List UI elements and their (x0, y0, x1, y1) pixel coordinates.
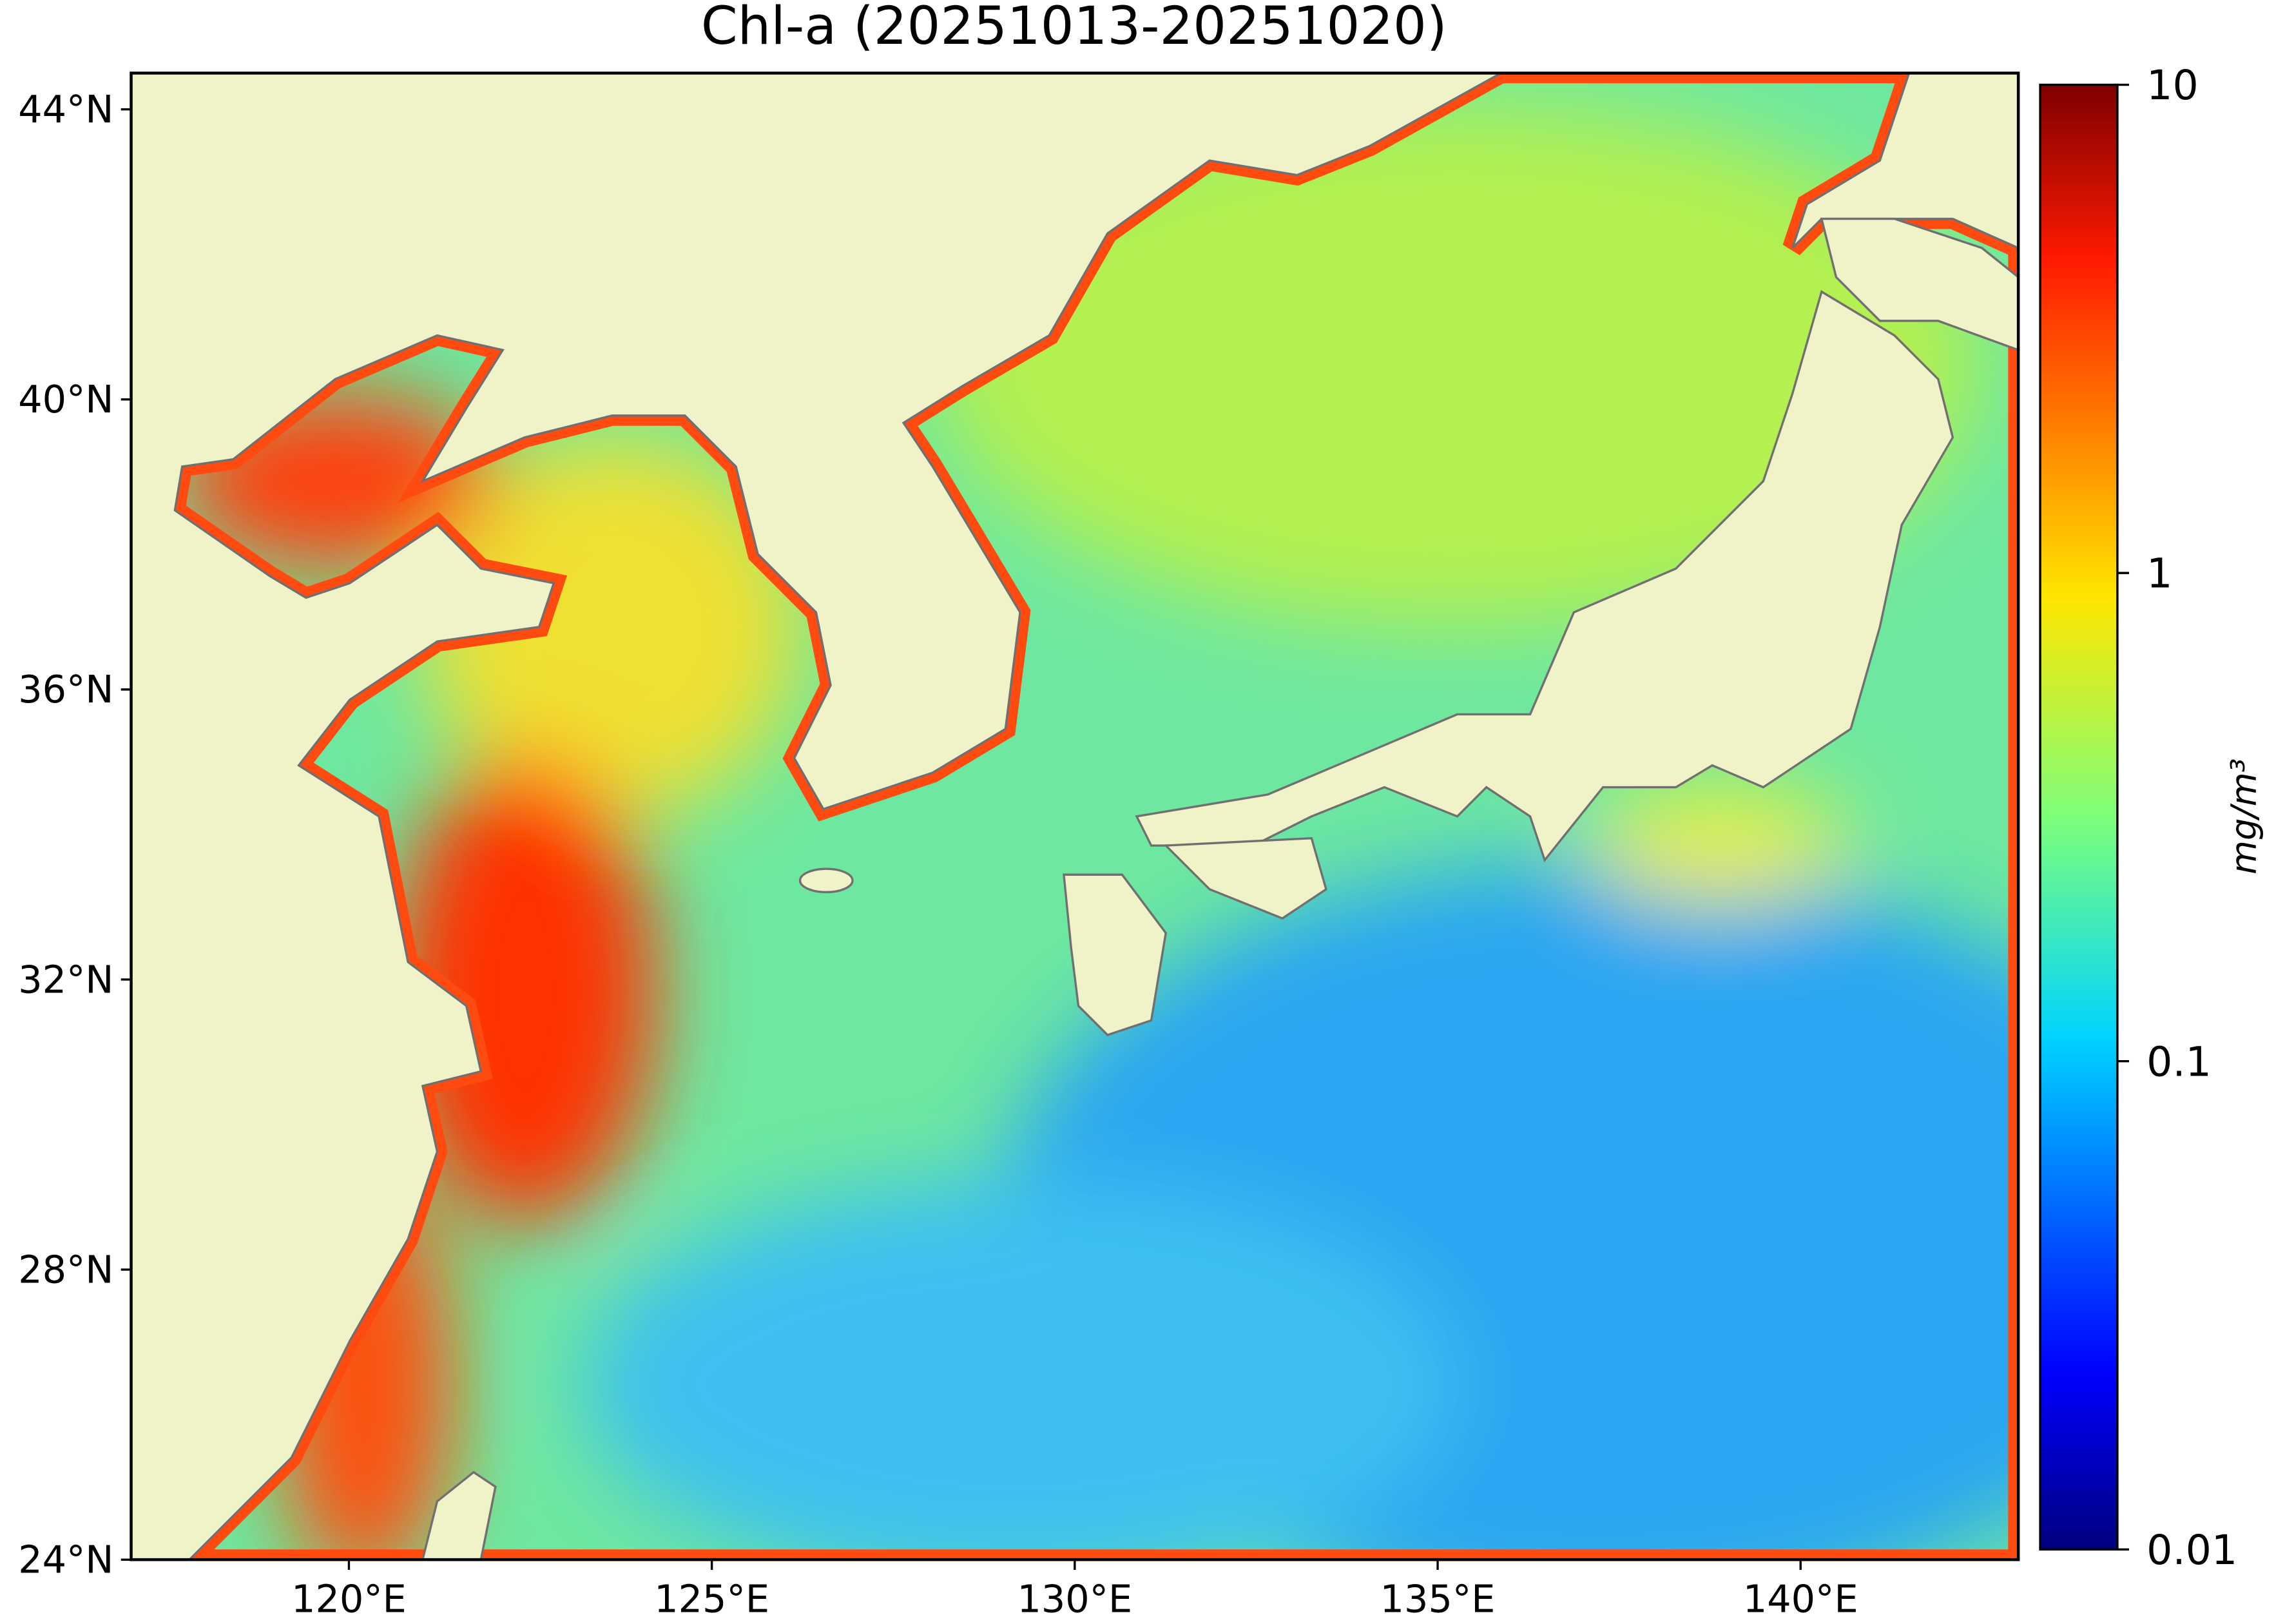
mid-chl (932, 102, 1982, 627)
y-tick-label: 44°N (18, 87, 113, 131)
colorbar (2039, 83, 2119, 1551)
colorbar-tick-label: 10 (2146, 61, 2199, 109)
x-tick-label: 120°E (291, 1577, 407, 1621)
x-tick-label: 135°E (1380, 1577, 1496, 1621)
colorbar-tick-label: 0.01 (2146, 1526, 2237, 1574)
mid-chl (422, 437, 802, 817)
y-tick-label: 28°N (18, 1247, 113, 1291)
high-chl (393, 758, 656, 1224)
x-tick-label: 130°E (1017, 1577, 1132, 1621)
y-tick-label: 24°N (18, 1537, 113, 1581)
honshu (1135, 290, 1954, 863)
jeju (798, 867, 854, 894)
y-tick-label: 36°N (18, 667, 113, 711)
colorbar-tick-label: 0.1 (2146, 1038, 2212, 1085)
x-tick-label: 140°E (1743, 1577, 1858, 1621)
colorbar-tick-label: 1 (2146, 550, 2172, 597)
low-chl (583, 1181, 1458, 1560)
mid-chl (1588, 787, 1851, 904)
y-tick-label: 32°N (18, 957, 113, 1001)
kyushu (1063, 873, 1167, 1036)
y-tick-label: 40°N (18, 377, 113, 421)
chart-title: Chl-a (20251013-20251020) (701, 0, 1447, 57)
x-tick-label: 125°E (654, 1577, 769, 1621)
chl-field (175, 102, 2019, 1560)
colorbar-label: mg/m³ (2224, 759, 2264, 875)
islands (421, 217, 2020, 1561)
shikoku (1163, 836, 1327, 920)
